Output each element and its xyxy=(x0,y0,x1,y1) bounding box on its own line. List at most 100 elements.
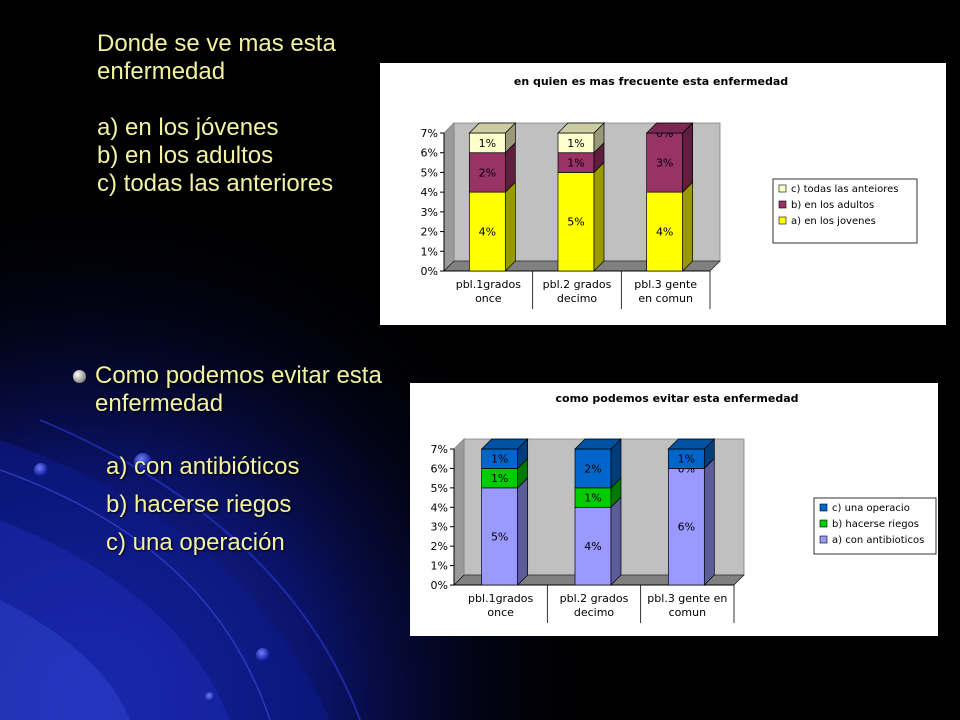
decorative-orb xyxy=(256,648,270,662)
y-tick-label: 7% xyxy=(431,443,448,456)
x-tick-label: once xyxy=(475,292,502,305)
chart-title: como podemos evitar esta enfermedad xyxy=(556,392,799,405)
question-2-option-c: c) una operación xyxy=(106,529,285,556)
y-tick-label: 2% xyxy=(431,540,448,553)
bar-data-label: 1% xyxy=(479,137,496,150)
bar-data-label: 4% xyxy=(584,540,601,553)
y-tick-label: 3% xyxy=(421,206,438,219)
legend-swatch xyxy=(778,184,787,193)
chart-legend xyxy=(813,497,937,555)
legend-swatch xyxy=(778,216,787,225)
bar-side-face xyxy=(517,477,529,586)
bar-side-face xyxy=(593,161,605,272)
bar-side-face xyxy=(682,122,694,193)
legend-swatch xyxy=(778,200,787,209)
decorative-orb xyxy=(34,463,48,477)
legend-swatch xyxy=(819,503,828,512)
bar-data-label: 1% xyxy=(567,157,584,170)
y-tick-label: 2% xyxy=(421,226,438,239)
bar-top-face xyxy=(574,438,622,450)
bar-data-label: 2% xyxy=(584,462,601,475)
chart-side-wall xyxy=(453,438,465,586)
x-tick-label: pbl.2 grados xyxy=(543,278,612,291)
bar-b-segment xyxy=(468,152,506,193)
decorative-orb xyxy=(205,692,215,702)
bar-a-segment xyxy=(574,506,612,586)
question-1-title-line: Donde se ve mas esta xyxy=(97,30,336,57)
chart-legend xyxy=(772,178,918,244)
bar-side-face xyxy=(504,181,516,272)
legend-swatch xyxy=(819,535,828,544)
question-2-option-a: a) con antibióticos xyxy=(106,453,300,480)
legend-entry: c) todas las anteiores xyxy=(791,184,898,195)
question-2-title-line: enfermedad xyxy=(95,390,224,417)
question-1-option-a: a) en los jóvenes xyxy=(97,114,279,141)
bar-side-face xyxy=(610,496,622,586)
x-tick-label: pbl.1grados xyxy=(468,592,533,605)
bar-data-label: 4% xyxy=(656,226,673,239)
y-tick-label: 1% xyxy=(431,560,448,573)
y-tick-label: 6% xyxy=(431,462,448,475)
x-tick-label: pbl.3 gente en xyxy=(647,592,727,605)
y-tick-label: 4% xyxy=(431,501,448,514)
y-tick-label: 4% xyxy=(421,186,438,199)
bar-data-label: 1% xyxy=(584,492,601,505)
question-2-title-line: Como podemos evitar esta xyxy=(95,362,382,389)
bar-data-label: 5% xyxy=(567,216,584,229)
bar-top-face xyxy=(557,122,605,134)
legend-entry: a) en los jovenes xyxy=(791,216,876,227)
bar-data-label: 4% xyxy=(479,226,496,239)
bar-data-label: 3% xyxy=(656,157,673,170)
bullet-icon xyxy=(73,370,86,383)
legend-entry: b) hacerse riegos xyxy=(832,519,919,530)
x-tick-label: en comun xyxy=(638,292,693,305)
chart-prevention-svg: como podemos evitar esta enfermedad 0% 1% 2… xyxy=(431,392,937,623)
y-tick-label: 5% xyxy=(421,166,438,179)
question-2-text: Como podemos evitar esta enfermedad a) c… xyxy=(73,362,382,562)
y-tick-label: 1% xyxy=(421,245,438,258)
chart-prevention: como podemos evitar esta enfermedad 0% 1% 2… xyxy=(410,383,938,636)
bar-data-label: 5% xyxy=(491,530,508,543)
bar-top-face xyxy=(480,438,529,450)
x-tick-label: pbl.3 gente xyxy=(634,278,697,291)
chart-frequency: en quien es mas frecuente esta enfermeda… xyxy=(380,63,946,325)
y-tick-label: 5% xyxy=(431,482,448,495)
bar-b-segment xyxy=(646,132,684,193)
question-1-option-b: b) en los adultos xyxy=(97,142,274,169)
y-tick-label: 0% xyxy=(421,265,438,278)
legend-entry: a) con antibioticos xyxy=(832,535,924,546)
bar-data-label: 2% xyxy=(479,166,496,179)
question-1-option-c: c) todas las anteriores xyxy=(97,170,334,197)
y-tick-label: 3% xyxy=(431,521,448,534)
bar-a-segment xyxy=(481,487,519,586)
x-tick-label: pbl.1grados xyxy=(456,278,521,291)
bar-side-face xyxy=(703,457,715,586)
chart-side-wall xyxy=(443,122,455,272)
bar-top-face xyxy=(645,122,694,134)
bar-data-label: 6% xyxy=(678,521,695,534)
question-1-text: Donde se ve mas esta enfermedad a) en lo… xyxy=(97,30,336,198)
x-tick-label: once xyxy=(487,606,514,619)
chart-title: en quien es mas frecuente esta enfermeda… xyxy=(514,75,788,88)
x-tick-label: decimo xyxy=(574,606,615,619)
bar-c-segment xyxy=(574,448,612,489)
bar-side-face xyxy=(682,181,694,272)
question-1-title-line: enfermedad xyxy=(97,58,226,85)
y-tick-label: 0% xyxy=(431,579,448,592)
x-tick-label: comun xyxy=(669,606,706,619)
bar-data-label: 1% xyxy=(491,472,508,485)
bar-top-face xyxy=(667,438,716,450)
legend-entry: c) una operacio xyxy=(832,503,910,514)
x-tick-label: decimo xyxy=(557,292,598,305)
y-tick-label: 7% xyxy=(421,127,438,140)
legend-entry: b) en los adultos xyxy=(791,200,874,211)
x-tick-label: pbl.2 grados xyxy=(560,592,629,605)
bar-a-segment xyxy=(557,172,595,272)
bar-data-label: 1% xyxy=(491,453,508,466)
question-2-option-b: b) hacerse riegos xyxy=(106,491,292,518)
bar-data-label: 1% xyxy=(567,137,584,150)
bar-top-face xyxy=(468,122,517,134)
legend-swatch xyxy=(819,519,828,528)
y-tick-label: 6% xyxy=(421,147,438,160)
decorative-orb xyxy=(134,453,152,471)
